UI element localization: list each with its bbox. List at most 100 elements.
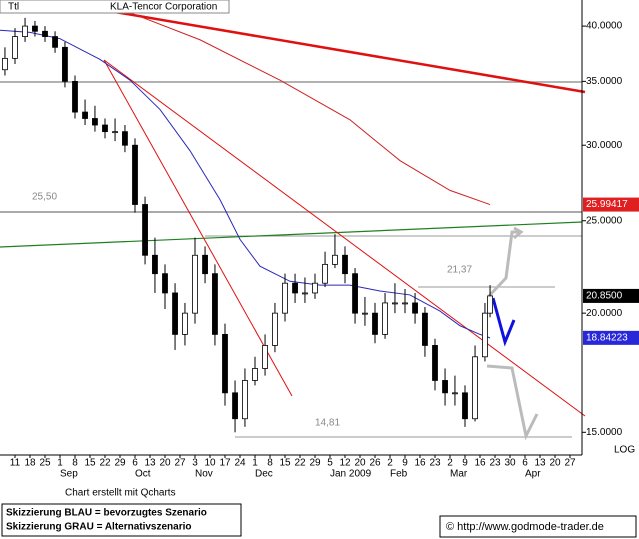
candle-body [122, 131, 128, 146]
x-tick-label: 20 [159, 458, 171, 469]
legend-text: Skizzierung BLAU = bevorzugtes Szenario [6, 508, 207, 519]
x-tick-label: 13 [534, 458, 546, 469]
month-label: Nov [195, 469, 213, 480]
x-tick-label: 18 [24, 458, 36, 469]
x-tick-label: 16 [414, 458, 426, 469]
candle-body [102, 124, 108, 133]
y-tick-label: 15.0000 [586, 427, 623, 438]
candle-body [82, 111, 88, 119]
month-label: Sep [60, 469, 78, 480]
candle-body [472, 356, 478, 420]
copyright-box [439, 515, 637, 538]
header-box [0, 0, 230, 14]
candle-body [152, 254, 158, 275]
x-tick-label: 16 [474, 458, 486, 469]
month-label: Jan 2009 [330, 469, 372, 480]
candle-body [112, 131, 118, 134]
credit: Chart erstellt mit Qcharts [65, 488, 176, 499]
month-label: Apr [525, 469, 541, 480]
alt-scenario-arrow [487, 230, 521, 298]
candle-body [172, 292, 178, 335]
candle-body [382, 302, 388, 335]
candle-body [72, 80, 78, 113]
candle-body [292, 282, 298, 294]
candle-body [92, 118, 98, 126]
candle-body [352, 273, 358, 314]
legend-text: Skizzierung GRAU = Alternativszenario [6, 522, 192, 533]
x-tick-label: 3 [192, 458, 198, 469]
candle-body [62, 46, 68, 82]
month-label: Mar [450, 469, 468, 480]
candle-body [302, 292, 308, 295]
x-tick-label: 22 [99, 458, 111, 469]
x-tick-label: 8 [72, 458, 78, 469]
candle-body [222, 333, 228, 394]
last-price-box [583, 288, 639, 303]
x-tick-label: 24 [234, 458, 246, 469]
x-tick-label: 20 [549, 458, 561, 469]
last-value-label: 18.84223 [586, 332, 628, 343]
candle-body [282, 282, 288, 314]
candle-body [52, 36, 58, 48]
candle-body [252, 368, 258, 381]
candle-body [462, 392, 468, 420]
candle-body [442, 380, 448, 394]
x-tick-label: 1 [57, 458, 63, 469]
x-tick-label: 27 [174, 458, 186, 469]
candle-body [392, 302, 398, 305]
x-tick-label: 30 [504, 458, 516, 469]
x-tick-label: 12 [339, 458, 351, 469]
annotation: 21,37 [447, 265, 472, 276]
x-tick-label: 23 [429, 458, 441, 469]
x-tick-label: 9 [402, 458, 408, 469]
candle-body [142, 204, 148, 256]
candle-body [12, 36, 18, 59]
last-value-box [583, 330, 639, 345]
candle-body [372, 312, 378, 335]
alt-scenario-arrow [513, 226, 524, 240]
candle-body [272, 312, 278, 346]
candle-body [22, 25, 28, 37]
annotation: 25,50 [32, 192, 57, 203]
x-tick-label: 26 [369, 458, 381, 469]
x-tick-label: 13 [144, 458, 156, 469]
x-tick-label: 29 [309, 458, 321, 469]
y-tick-label: 30.0000 [586, 140, 623, 151]
annotation: 14,81 [315, 418, 340, 429]
x-tick-label: 8 [267, 458, 273, 469]
candle-body [242, 380, 248, 420]
x-tick-label: 15 [84, 458, 96, 469]
x-tick-label: 22 [294, 458, 306, 469]
y-tick-label: 35.0000 [586, 76, 623, 87]
candle-body [312, 282, 318, 294]
month-label: Oct [135, 469, 151, 480]
x-tick-label: 17 [219, 458, 231, 469]
moving-average [0, 29, 491, 339]
candle-body [342, 254, 348, 275]
candle-body [42, 30, 48, 37]
candle-body [132, 144, 138, 205]
last-value-label: 25.99417 [586, 199, 628, 210]
moving-average [109, 4, 491, 206]
candle-body [262, 345, 268, 369]
candle-body [452, 392, 458, 395]
month-label: Dec [255, 469, 273, 480]
x-tick-label: 27 [564, 458, 576, 469]
x-tick-label: 9 [462, 458, 468, 469]
candle-body [32, 25, 38, 32]
candle-body [162, 273, 168, 294]
candle-body [322, 263, 328, 284]
candle-body [202, 254, 208, 275]
main-scenario-arrow [491, 297, 516, 347]
y-tick-label: 20.0000 [586, 308, 623, 319]
candle-body [422, 312, 428, 346]
candle-body [412, 302, 418, 314]
last-price-label: 20.8500 [586, 291, 623, 302]
trend-line [103, 59, 293, 397]
legend-box [1, 503, 242, 537]
candle-body [487, 295, 493, 314]
copyright: © http://www.godmode-trader.de [446, 521, 604, 533]
x-tick-label: 15 [279, 458, 291, 469]
